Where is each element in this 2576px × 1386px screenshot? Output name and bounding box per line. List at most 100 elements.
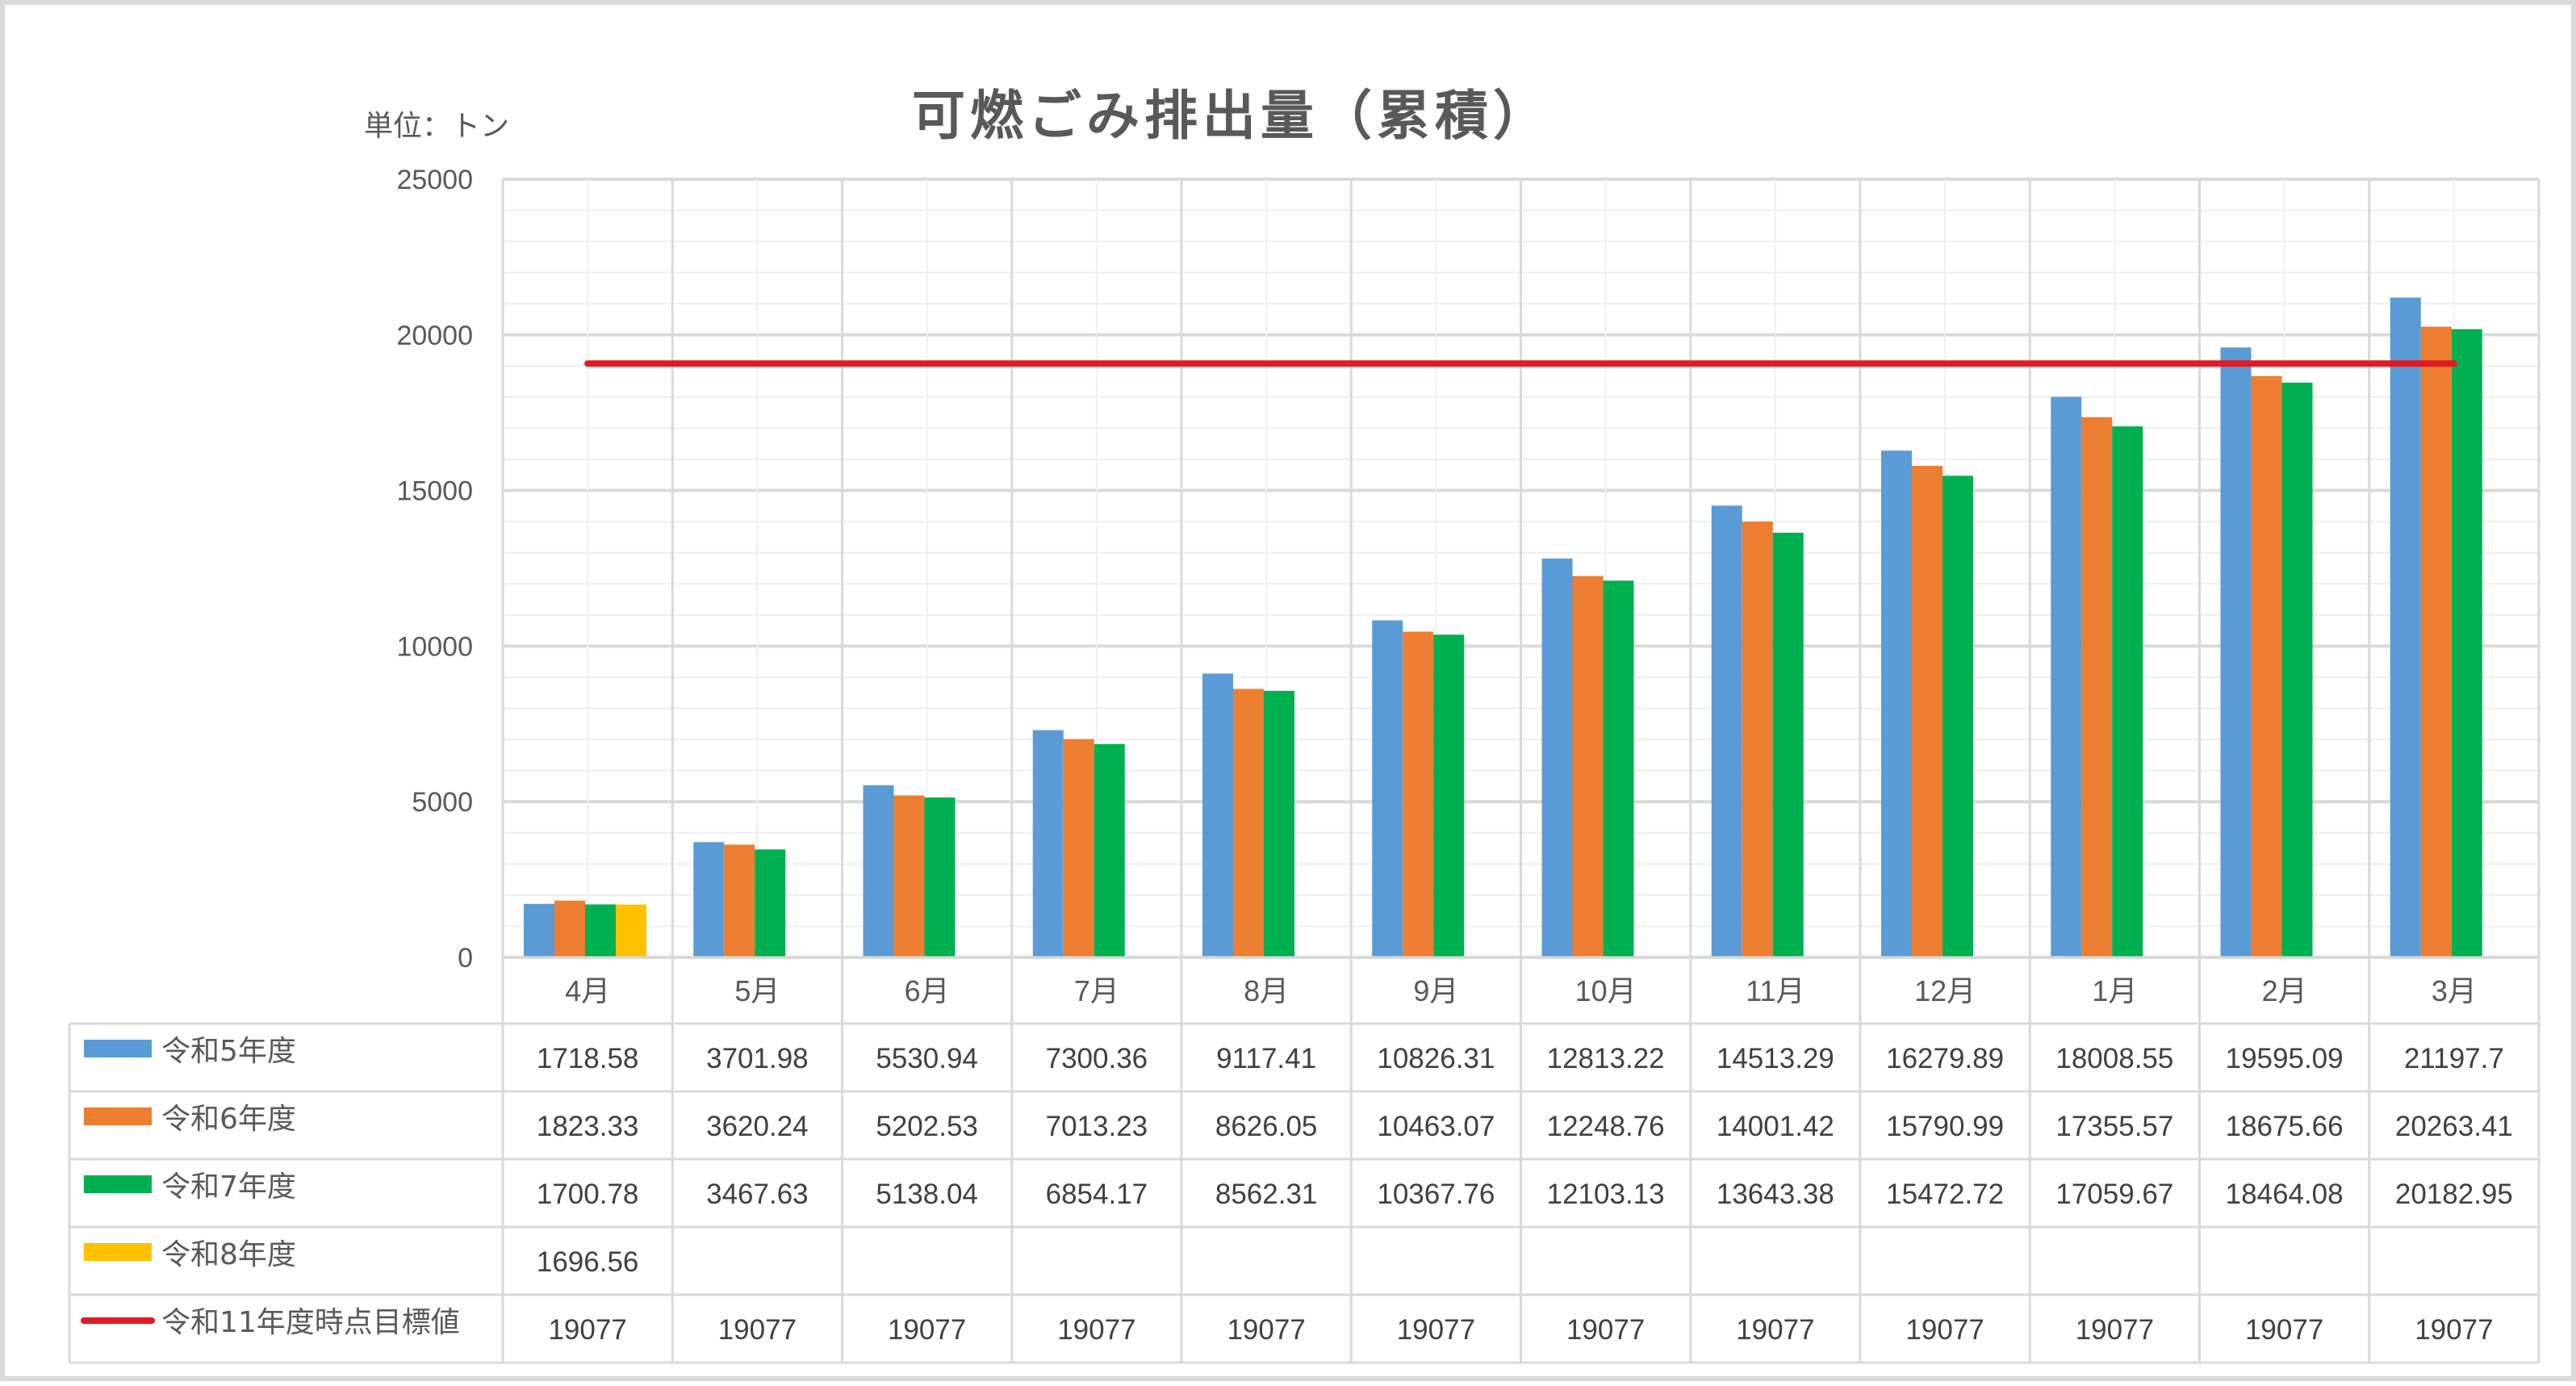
legend-label: 令和11年度時点目標値 xyxy=(161,1306,460,1339)
bar xyxy=(2112,426,2143,957)
bar xyxy=(2251,375,2282,957)
bar xyxy=(1403,631,1434,957)
unit-label: 単位：トン xyxy=(364,110,509,143)
table-cell-value: 18008.55 xyxy=(2055,1043,2173,1074)
x-tick-label: 5月 xyxy=(734,974,780,1007)
y-tick-label: 10000 xyxy=(396,631,473,662)
bars xyxy=(524,297,2482,957)
table-cell-value: 8562.31 xyxy=(1215,1179,1318,1210)
bar xyxy=(1942,475,1973,957)
table-cell-value: 19077 xyxy=(2415,1314,2493,1346)
table-cell-value: 17355.57 xyxy=(2055,1111,2173,1142)
y-axis: 0 5000 10000 15000 20000 25000 xyxy=(396,165,473,974)
bar xyxy=(1264,690,1294,957)
bar xyxy=(1711,505,1742,957)
bar xyxy=(616,904,646,957)
legend-label: 令和6年度 xyxy=(161,1103,296,1136)
legend-label: 令和8年度 xyxy=(161,1238,296,1271)
bar xyxy=(2451,329,2482,957)
bar xyxy=(1372,620,1403,957)
table-cell-value: 1823.33 xyxy=(537,1111,639,1142)
table-cell-value: 19077 xyxy=(1057,1314,1135,1346)
bar xyxy=(1772,532,1804,957)
table-cell-value: 8626.05 xyxy=(1215,1111,1318,1142)
table-cell-value: 19077 xyxy=(1905,1314,1984,1346)
table-cell-value: 1718.58 xyxy=(537,1043,639,1074)
table-cell-value: 19595.09 xyxy=(2226,1043,2344,1074)
y-tick-label: 25000 xyxy=(396,165,473,195)
table-cell-value: 18675.66 xyxy=(2226,1111,2344,1142)
bar xyxy=(2390,297,2421,957)
table-cell-value: 19077 xyxy=(718,1314,797,1346)
legend-key xyxy=(84,1040,152,1057)
table-cell-value: 10463.07 xyxy=(1377,1111,1495,1142)
bar xyxy=(893,795,925,957)
bar xyxy=(524,903,554,957)
table-cell-value: 13643.38 xyxy=(1717,1179,1834,1210)
table-cell-value: 3701.98 xyxy=(706,1043,809,1074)
bar xyxy=(1912,466,1942,957)
bar xyxy=(1233,689,1264,957)
gridlines xyxy=(501,178,2540,959)
table-cell-value: 5530.94 xyxy=(876,1043,978,1074)
table-cell-value: 1696.56 xyxy=(537,1246,639,1278)
bar xyxy=(1742,521,1773,957)
bar xyxy=(863,785,894,957)
bar xyxy=(1433,634,1465,957)
table-cell-value: 19077 xyxy=(1397,1314,1475,1346)
table-cell-value: 18464.08 xyxy=(2226,1179,2344,1210)
bar xyxy=(755,849,786,957)
y-tick-label: 0 xyxy=(458,943,473,974)
bar xyxy=(724,844,755,957)
chart-title: 可燃ごみ排出量（累積） xyxy=(912,85,1551,147)
table-cell-value: 7300.36 xyxy=(1046,1043,1148,1074)
bar xyxy=(1202,673,1233,957)
table-cell-value: 20263.41 xyxy=(2395,1111,2513,1142)
table-cell-value: 12248.76 xyxy=(1547,1111,1665,1142)
chart-svg: 可燃ごみ排出量（累積） 単位：トン 0 5000 10000 15000 20000 25… xyxy=(68,85,2540,1364)
y-tick-label: 5000 xyxy=(412,787,473,818)
bar xyxy=(1032,730,1064,957)
bar xyxy=(1541,558,1573,957)
table-cell-value: 19077 xyxy=(1227,1314,1305,1346)
x-tick-label: 2月 xyxy=(2262,974,2307,1007)
table-cell-value: 14001.42 xyxy=(1717,1111,1834,1142)
x-tick-label: 10月 xyxy=(1575,974,1637,1007)
y-tick-label: 15000 xyxy=(396,476,473,507)
table-cell-value: 19077 xyxy=(888,1314,966,1346)
bar xyxy=(2420,326,2452,957)
bar xyxy=(585,904,616,957)
legend-label: 令和7年度 xyxy=(161,1170,296,1204)
table-cell-value: 14513.29 xyxy=(1717,1043,1834,1074)
table-cell-value: 19077 xyxy=(1736,1314,1814,1346)
x-tick-label: 11月 xyxy=(1746,974,1804,1007)
legend-key xyxy=(84,1108,152,1125)
table-cell-value: 10367.76 xyxy=(1377,1179,1495,1210)
bar xyxy=(554,900,585,957)
x-tick-label: 9月 xyxy=(1413,974,1458,1007)
table-cell-value: 19077 xyxy=(548,1314,626,1346)
bar xyxy=(1603,580,1634,957)
table-cell-value: 21197.7 xyxy=(2404,1043,2504,1074)
x-tick-label: 1月 xyxy=(2092,974,2137,1007)
table-cell-value: 3620.24 xyxy=(706,1111,809,1142)
bar xyxy=(2081,417,2113,957)
bar xyxy=(1881,450,1912,957)
legend-key xyxy=(84,1175,152,1193)
bar xyxy=(1572,576,1604,957)
table-cell-value: 12813.22 xyxy=(1547,1043,1665,1074)
bar xyxy=(2281,383,2313,957)
table-cell-value: 15472.72 xyxy=(1886,1179,2004,1210)
table-cell-value: 17059.67 xyxy=(2055,1179,2173,1210)
table-cell-value: 7013.23 xyxy=(1046,1111,1148,1142)
table-cell-value: 3467.63 xyxy=(706,1179,809,1210)
bar xyxy=(2220,347,2252,957)
table-cell-value: 20182.95 xyxy=(2395,1179,2513,1210)
table-cell-value: 5138.04 xyxy=(876,1179,978,1210)
bar xyxy=(2051,396,2082,957)
x-tick-label: 6月 xyxy=(905,974,950,1007)
x-tick-label: 7月 xyxy=(1074,974,1119,1007)
table-cell-value: 15790.99 xyxy=(1886,1111,2004,1142)
table-cell-value: 12103.13 xyxy=(1547,1179,1665,1210)
